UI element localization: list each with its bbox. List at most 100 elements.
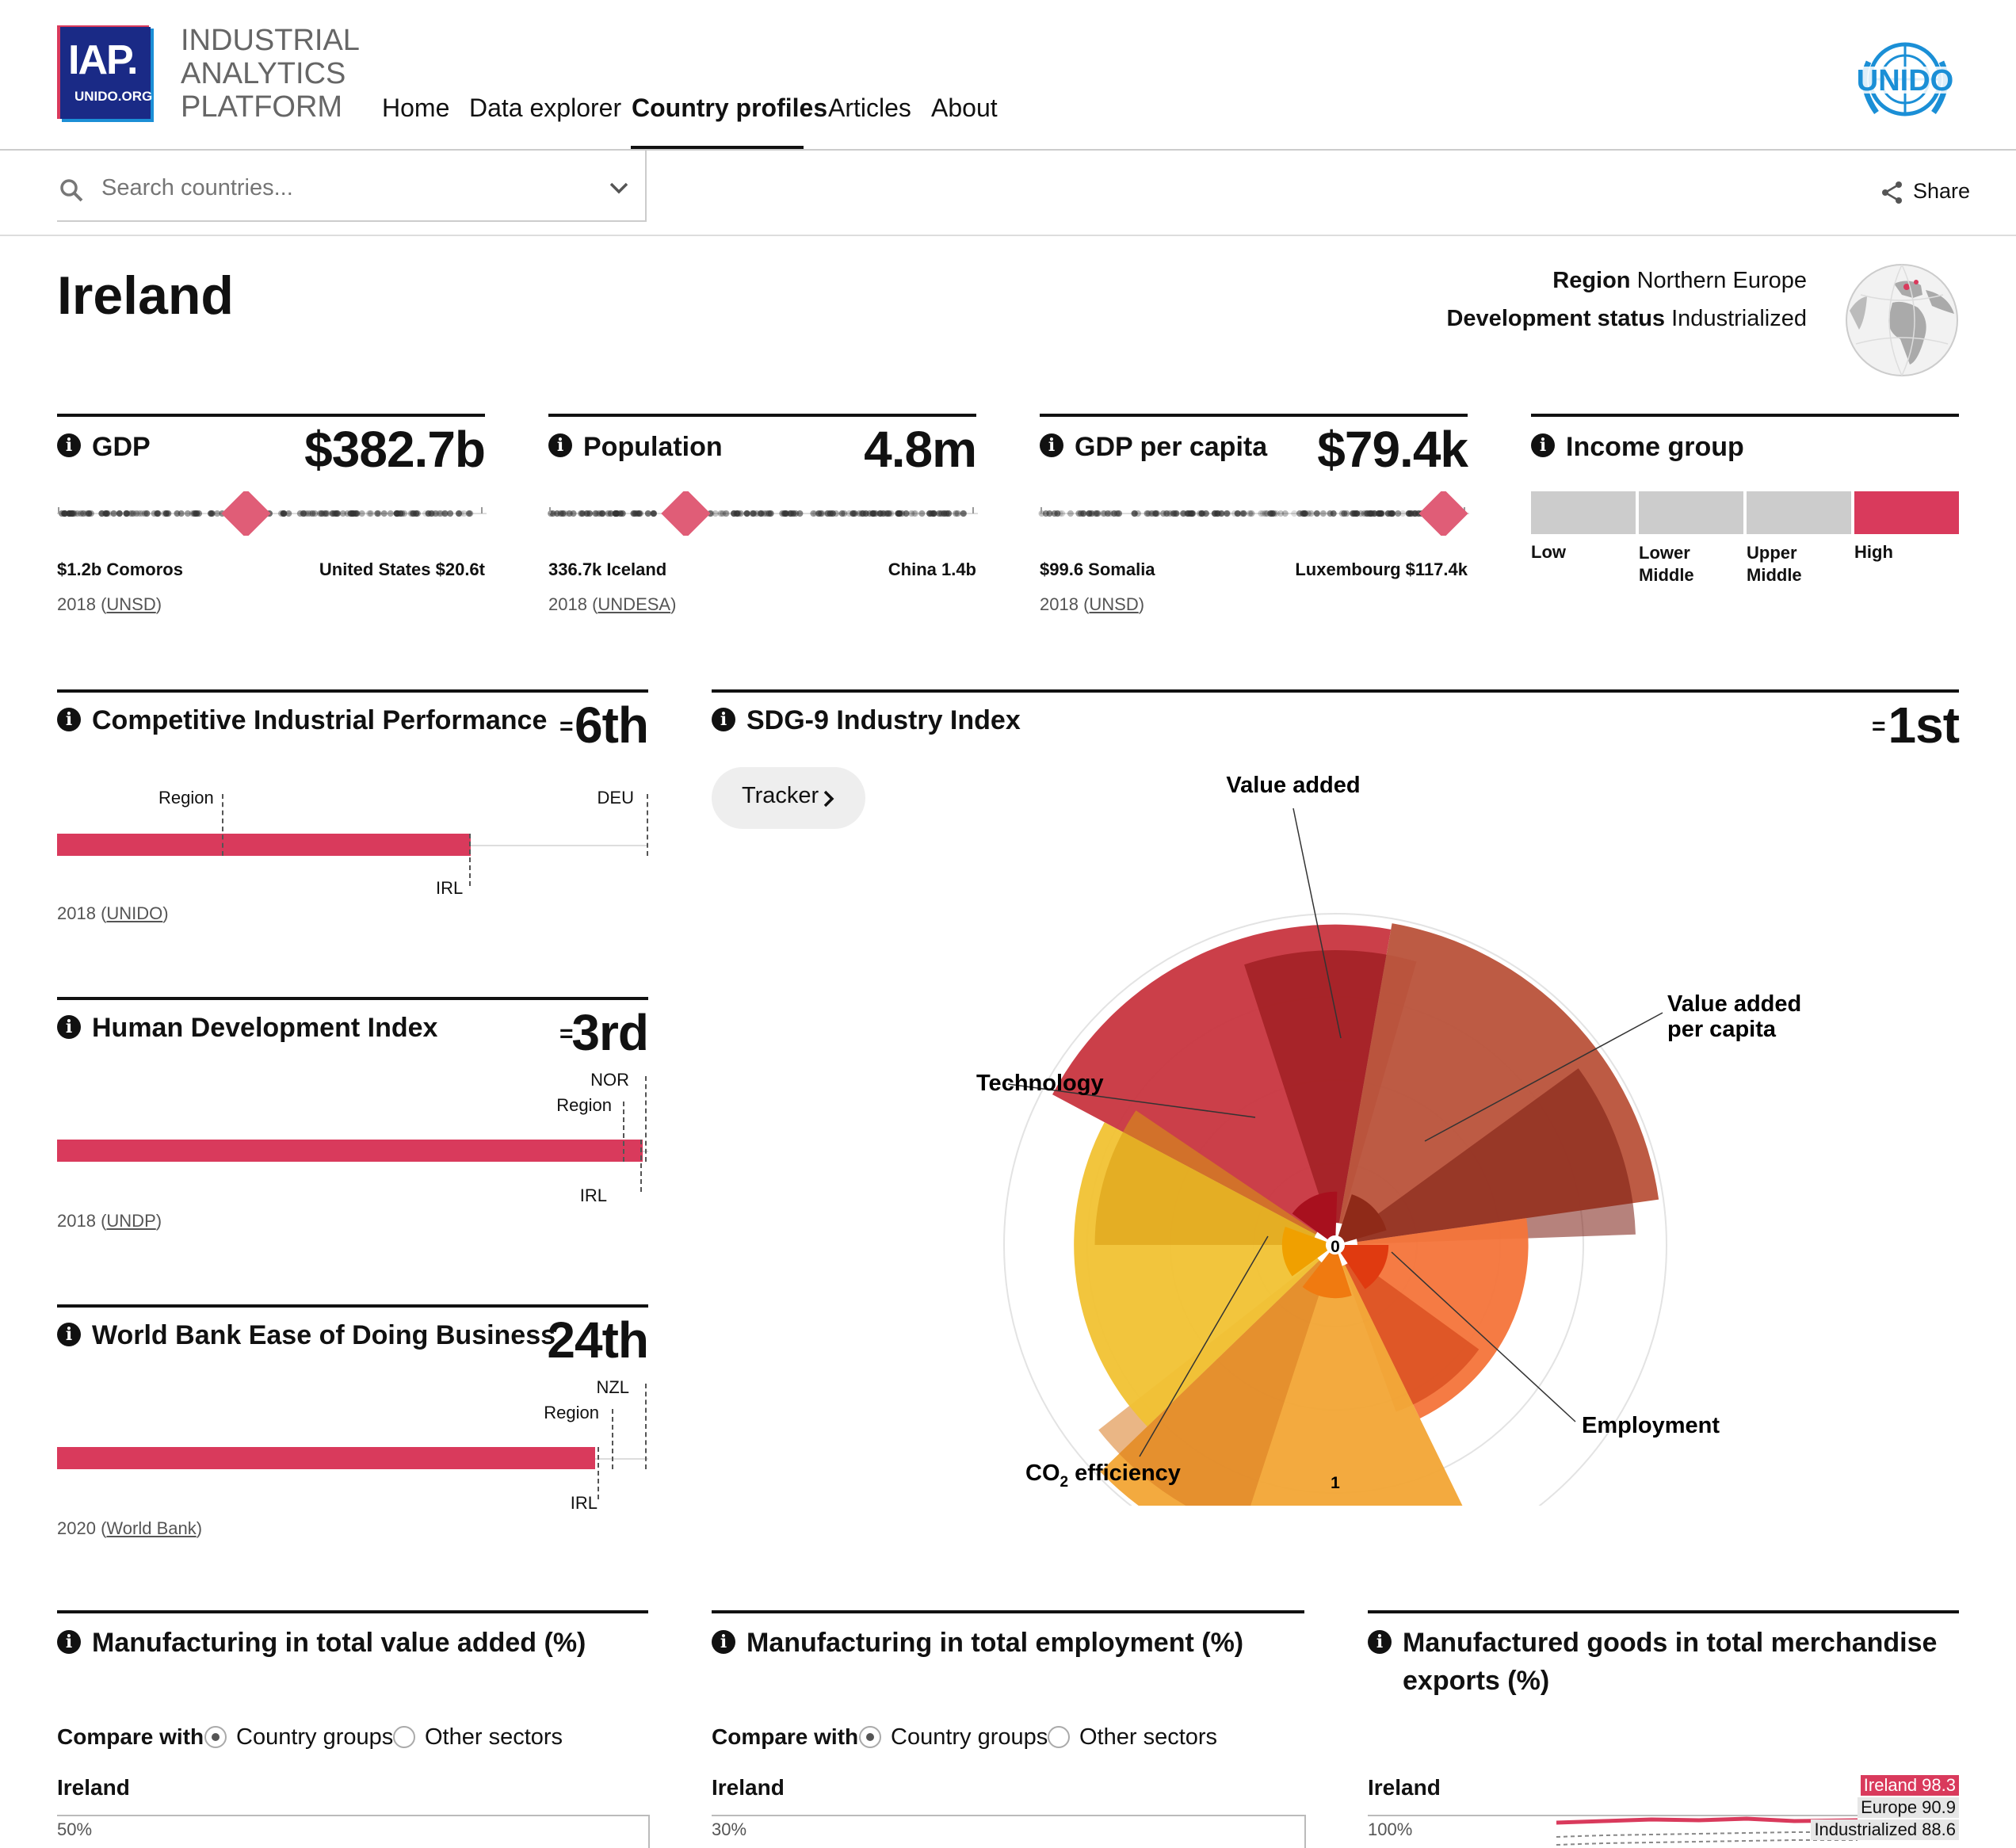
header-divider [0, 149, 2016, 151]
country-dot [766, 510, 773, 517]
info-icon[interactable]: i [57, 1630, 81, 1654]
country-search[interactable] [57, 149, 647, 222]
country-dot [331, 510, 338, 517]
info-icon[interactable]: i [712, 708, 735, 731]
country-dot [888, 510, 895, 517]
tracker-label: Tracker [742, 783, 819, 808]
info-icon[interactable]: i [1368, 1630, 1392, 1654]
country-dot [761, 510, 768, 517]
country-dot [184, 510, 191, 517]
country-dot [1202, 510, 1209, 517]
country-dot [596, 510, 603, 517]
mexp-legend-industrialized: Industrialized 88.6 [1811, 1819, 1959, 1840]
source-link[interactable]: UNDP [106, 1211, 156, 1231]
chevron-down-icon[interactable] [609, 181, 629, 195]
iap-logo[interactable]: IAP. UNIDO.ORG [57, 25, 154, 122]
source-link[interactable]: UNSD [106, 594, 156, 614]
population-min-label: 336.7k Iceland [548, 559, 667, 579]
country-dot [918, 510, 926, 517]
country-dot [441, 510, 449, 517]
axis-label-co2-efficiency: CO2 efficiency [1025, 1460, 1181, 1491]
nav-country-profiles[interactable]: Country profiles [632, 94, 828, 122]
country-dot [334, 510, 342, 517]
country-dot [818, 510, 825, 517]
country-dot [787, 510, 794, 517]
country-dot [1395, 510, 1402, 517]
sector-value-added-per-capita-sub [1353, 1068, 1636, 1245]
info-icon[interactable]: i [57, 433, 81, 457]
country-dot [1350, 510, 1357, 517]
country-dot [456, 510, 462, 517]
country-dot [1093, 510, 1100, 517]
country-dot [163, 510, 170, 517]
country-dot [285, 510, 292, 517]
country-dot [438, 510, 445, 517]
income-label-upper-middle: Upper Middle [1747, 543, 1802, 585]
mva-radio-other-sectors[interactable] [393, 1726, 415, 1748]
search-input[interactable] [100, 170, 547, 206]
source-link[interactable]: UNSD [1089, 594, 1139, 614]
tracker-button[interactable]: Tracker [712, 767, 865, 829]
sector-value-added-inner [1292, 1191, 1338, 1239]
gdppc-rule [1040, 414, 1468, 417]
mva-radio-country-groups[interactable] [204, 1726, 227, 1748]
country-dot [636, 510, 643, 517]
country-dot [1198, 510, 1205, 517]
country-dot [1291, 510, 1298, 517]
gdp-rule [57, 414, 485, 417]
info-icon[interactable]: i [57, 1015, 81, 1039]
country-dot [953, 510, 960, 517]
info-icon[interactable]: i [548, 433, 572, 457]
share-button[interactable]: Share [1878, 178, 1970, 209]
source-link[interactable]: World Bank [106, 1518, 197, 1538]
mempl-radio-country-groups[interactable] [859, 1726, 881, 1748]
mempl-option-other-sectors[interactable]: Other sectors [1079, 1724, 1218, 1750]
country-dot [1180, 510, 1186, 517]
mexp-axis-label: 100% [1368, 1819, 1413, 1839]
info-icon[interactable]: i [1040, 433, 1063, 457]
mempl-title: Manufacturing in total employment (%) [746, 1628, 1244, 1658]
country-dot [607, 510, 614, 517]
country-dot [1088, 510, 1095, 517]
country-dot [155, 510, 162, 517]
mexp-axis-top [1368, 1815, 1959, 1816]
grid-ring [1003, 913, 1667, 1506]
country-dot [78, 510, 85, 517]
country-dot [214, 510, 221, 517]
population-rule [548, 414, 976, 417]
country-dot [1051, 510, 1058, 517]
country-dot [856, 510, 863, 517]
country-dot [1320, 510, 1327, 517]
info-icon[interactable]: i [1531, 433, 1555, 457]
mempl-option-country-groups[interactable]: Country groups [891, 1724, 1048, 1750]
mempl-axis-top [712, 1815, 1304, 1816]
nav-about[interactable]: About [931, 94, 998, 122]
country-dot [1144, 510, 1151, 517]
source-link[interactable]: UNDESA [598, 594, 671, 614]
nav-data-explorer[interactable]: Data explorer [469, 94, 622, 122]
mva-option-other-sectors[interactable]: Other sectors [425, 1724, 563, 1750]
country-dot [309, 510, 316, 517]
country-dot [178, 510, 185, 517]
unido-logo[interactable]: UNIDO [1850, 30, 1961, 128]
country-dot [598, 510, 605, 517]
country-dot [98, 510, 105, 517]
source-link[interactable]: UNIDO [106, 903, 163, 923]
population-title: Population [583, 432, 723, 462]
nav-home[interactable]: Home [382, 94, 450, 122]
cip-ranking-bar: Region DEU IRL [57, 785, 648, 898]
country-dot [1248, 510, 1255, 517]
nav-articles[interactable]: Articles [828, 94, 911, 122]
info-icon[interactable]: i [712, 1630, 735, 1654]
country-dot [1067, 510, 1074, 517]
mva-option-country-groups[interactable]: Country groups [236, 1724, 394, 1750]
sdg9-rank-eq: = [1872, 713, 1886, 739]
info-icon[interactable]: i [57, 1323, 81, 1346]
country-dot [1239, 510, 1246, 517]
mempl-radio-other-sectors[interactable] [1048, 1726, 1070, 1748]
country-marker [661, 491, 711, 536]
country-dot [860, 510, 867, 517]
info-icon[interactable]: i [57, 708, 81, 731]
cip-region-label: Region [158, 788, 214, 808]
country-dot [460, 510, 468, 517]
